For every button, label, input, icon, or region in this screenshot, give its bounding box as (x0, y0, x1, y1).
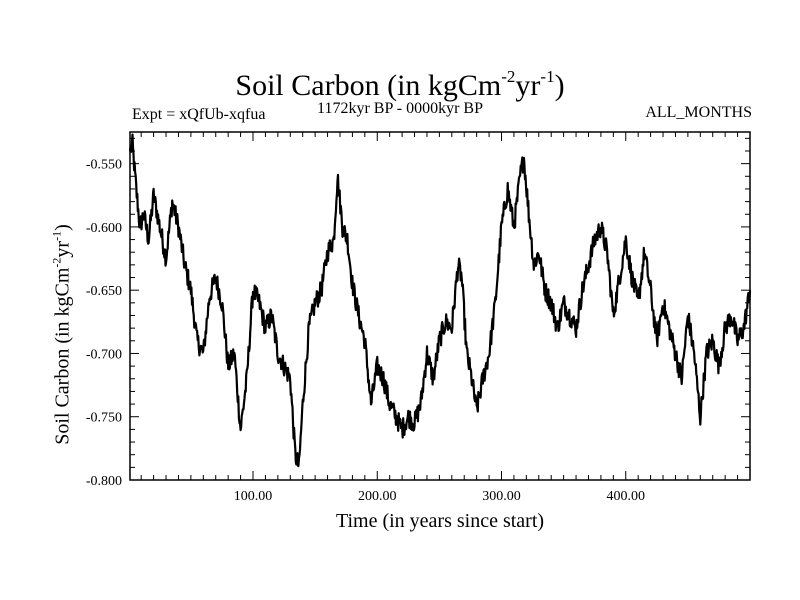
x-tick-label: 200.00 (358, 489, 397, 504)
y-tick-label: -0.700 (86, 347, 122, 362)
y-tick-label: -0.750 (86, 411, 122, 426)
x-axis-label: Time (in years since start) (335, 510, 545, 532)
series-line-soil-carbon (128, 133, 752, 468)
y-tick-label: -0.800 (86, 474, 122, 489)
chart-subtitle: 1172kyr BP - 0000kyr BP (317, 100, 483, 117)
plot-frame (129, 131, 751, 481)
x-tick-label: 300.00 (482, 489, 521, 504)
y-tick-label: -0.650 (86, 284, 122, 299)
ticks-layer: 100.00 200.00 300.00 400.00 -0.800 -0.750 -0.7… (86, 132, 750, 504)
experiment-label: Expt = xQfUb-xqfua (132, 106, 266, 123)
y-tick-label: -0.550 (86, 158, 122, 173)
y-axis-label: Soil Carbon (in kgCm-2yr-1) (49, 224, 74, 445)
y-tick-label: -0.600 (86, 221, 122, 236)
x-tick-label: 400.00 (607, 489, 646, 504)
chart-title: Soil Carbon (in kgCm-2yr-1) (235, 67, 565, 102)
months-label: ALL_MONTHS (645, 104, 752, 121)
x-tick-label: 100.00 (234, 489, 273, 504)
